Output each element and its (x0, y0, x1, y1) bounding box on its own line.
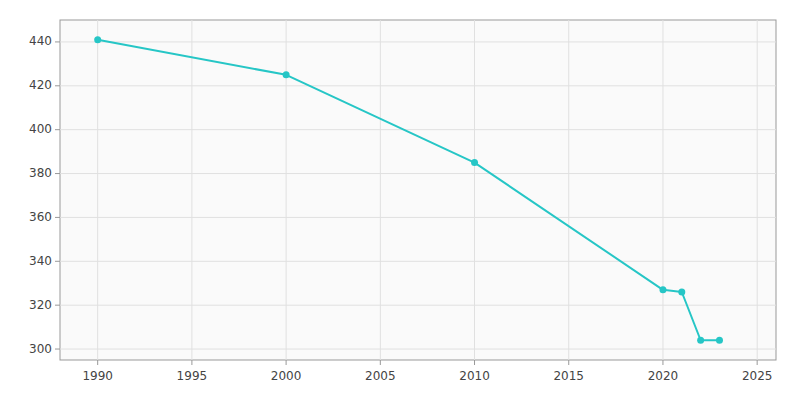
x-grid-line (286, 20, 287, 360)
x-tick-label: 1995 (177, 369, 208, 383)
y-tick (55, 217, 60, 218)
x-tick (380, 360, 381, 365)
x-grid-line (474, 20, 475, 360)
x-tick-label: 2005 (365, 369, 396, 383)
x-tick-label: 2025 (742, 369, 773, 383)
x-tick (97, 360, 98, 365)
marker (471, 159, 478, 166)
y-tick (55, 41, 60, 42)
marker (94, 36, 101, 43)
series (94, 36, 723, 344)
y-tick (55, 261, 60, 262)
y-tick (55, 305, 60, 306)
y-grid-line (60, 85, 776, 86)
x-grid-line (757, 20, 758, 360)
y-grid-line (60, 173, 776, 174)
x-grid-line (662, 20, 663, 360)
line (98, 40, 720, 341)
y-grid-line (60, 261, 776, 262)
marker (283, 71, 290, 78)
y-tick-label: 440 (29, 34, 52, 48)
x-tick-label: 2000 (271, 369, 302, 383)
y-tick (55, 349, 60, 350)
axes: 300 320 340 360 380 400 420 440 1990 1995 2000 2005… (29, 34, 772, 383)
x-tick (757, 360, 758, 365)
y-tick-label: 300 (29, 342, 52, 356)
marker (716, 337, 723, 344)
x-grid-line (568, 20, 569, 360)
x-tick-label: 2020 (648, 369, 679, 383)
plot-frame (60, 20, 776, 360)
marker (678, 289, 685, 296)
y-tick (55, 85, 60, 86)
chart-container: 300 320 340 360 380 400 420 440 1990 1995 2000 2005… (0, 0, 800, 400)
x-tick (474, 360, 475, 365)
grid (60, 20, 776, 360)
x-grid-line (380, 20, 381, 360)
x-grid-line (191, 20, 192, 360)
x-grid-line (97, 20, 98, 360)
y-grid-line (60, 41, 776, 42)
marker (697, 337, 704, 344)
x-tick-label: 2010 (459, 369, 490, 383)
y-tick-label: 360 (29, 210, 52, 224)
y-tick-label: 340 (29, 254, 52, 268)
y-tick-label: 380 (29, 166, 52, 180)
y-grid-line (60, 129, 776, 130)
y-tick-label: 320 (29, 298, 52, 312)
y-grid-line (60, 349, 776, 350)
x-tick (191, 360, 192, 365)
x-tick (662, 360, 663, 365)
x-tick-label: 2015 (553, 369, 584, 383)
chart-svg: 300 320 340 360 380 400 420 440 1990 1995 2000 2005… (0, 0, 800, 400)
x-tick-label: 1990 (82, 369, 113, 383)
marker (659, 286, 666, 293)
y-tick (55, 129, 60, 130)
y-grid-line (60, 217, 776, 218)
y-tick-label: 420 (29, 78, 52, 92)
x-tick (568, 360, 569, 365)
x-tick (286, 360, 287, 365)
y-tick-label: 400 (29, 122, 52, 136)
y-tick (55, 173, 60, 174)
y-grid-line (60, 305, 776, 306)
